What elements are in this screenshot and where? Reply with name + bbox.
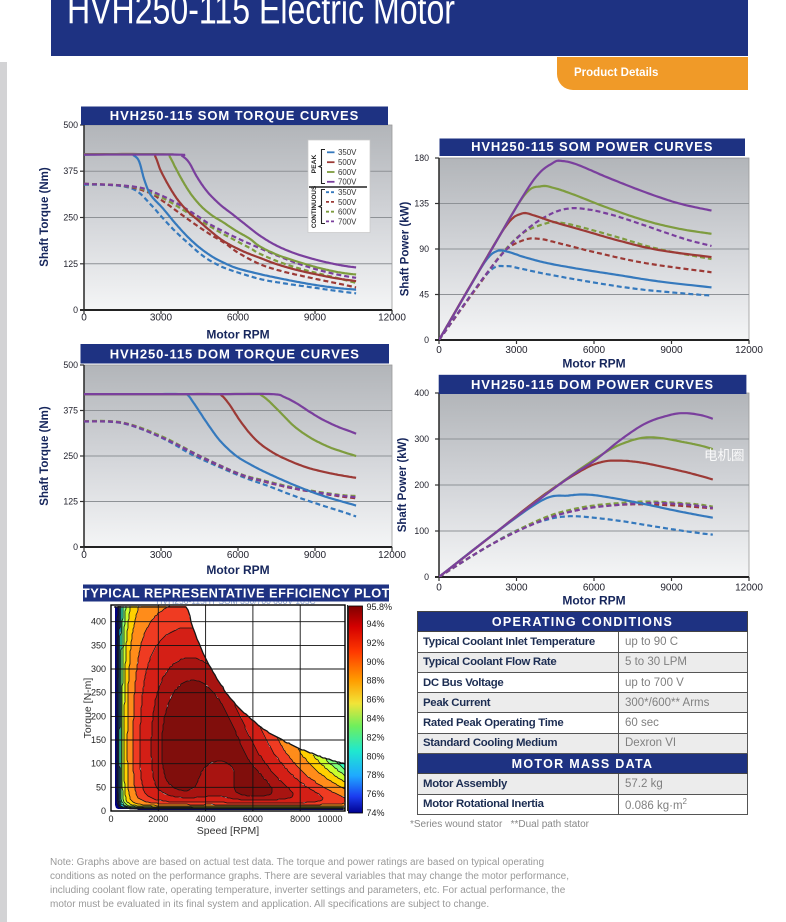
svg-text:HVH250-115 SOM TORQUE CURVES: HVH250-115 SOM TORQUE CURVES — [110, 108, 359, 123]
svg-text:12000: 12000 — [735, 345, 763, 356]
svg-text:3000: 3000 — [505, 345, 528, 356]
svg-text:500: 500 — [63, 120, 78, 130]
svg-text:4000: 4000 — [196, 814, 216, 824]
svg-text:Speed [RPM]: Speed [RPM] — [197, 825, 260, 837]
svg-text:90%: 90% — [367, 657, 385, 667]
svg-text:78%: 78% — [367, 770, 385, 780]
svg-text:90: 90 — [419, 244, 429, 254]
svg-text:HVH250-115 DOM TORQUE CURVES: HVH250-115 DOM TORQUE CURVES — [110, 347, 360, 362]
svg-text:TYPICAL REPRESENTATIVE EFFICIE: TYPICAL REPRESENTATIVE EFFICIENCY PLOT — [82, 586, 390, 601]
svg-text:0: 0 — [108, 814, 113, 824]
svg-text:50: 50 — [96, 782, 106, 792]
svg-text:6000: 6000 — [227, 550, 250, 561]
svg-text:PEAK: PEAK — [311, 154, 318, 173]
svg-text:6000: 6000 — [243, 814, 263, 824]
svg-text:500: 500 — [63, 360, 78, 370]
svg-text:Shaft Power (kW): Shaft Power (kW) — [400, 202, 412, 297]
svg-text:86%: 86% — [367, 695, 385, 705]
svg-text:9000: 9000 — [304, 313, 327, 324]
svg-text:6000: 6000 — [227, 313, 250, 324]
svg-text:250: 250 — [63, 213, 78, 223]
svg-text:6000: 6000 — [583, 583, 606, 594]
svg-text:9000: 9000 — [660, 583, 683, 594]
svg-text:Motor RPM: Motor RPM — [206, 563, 269, 577]
svg-text:9000: 9000 — [304, 550, 327, 561]
svg-text:Shaft Power (kW): Shaft Power (kW) — [397, 438, 409, 533]
svg-text:200: 200 — [414, 480, 429, 490]
svg-text:Torque [N-m]: Torque [N-m] — [82, 678, 94, 739]
svg-text:0: 0 — [424, 572, 429, 582]
svg-text:HVH250-115 Electric Motor: HVH250-115 Electric Motor — [67, 0, 455, 33]
svg-text:700V: 700V — [338, 178, 357, 187]
svg-text:600V: 600V — [338, 168, 357, 177]
svg-text:200: 200 — [91, 711, 106, 721]
svg-text:Motor RPM: Motor RPM — [562, 357, 625, 371]
svg-text:375: 375 — [63, 406, 78, 416]
svg-text:400: 400 — [414, 388, 429, 398]
svg-text:92%: 92% — [367, 638, 385, 648]
svg-text:3000: 3000 — [150, 313, 173, 324]
svg-text:74%: 74% — [367, 808, 385, 818]
svg-text:88%: 88% — [367, 676, 385, 686]
svg-text:250: 250 — [91, 688, 106, 698]
svg-text:350V: 350V — [338, 148, 357, 157]
svg-text:HVH250-115 DOM POWER CURVES: HVH250-115 DOM POWER CURVES — [471, 377, 714, 392]
svg-text:80%: 80% — [367, 751, 385, 761]
svg-text:电机圈: 电机圈 — [704, 448, 745, 463]
svg-text:95.8%: 95.8% — [367, 602, 393, 612]
svg-text:12000: 12000 — [735, 583, 763, 594]
svg-text:100: 100 — [91, 759, 106, 769]
svg-text:250: 250 — [63, 451, 78, 461]
svg-text:300: 300 — [91, 664, 106, 674]
svg-text:2000: 2000 — [148, 814, 168, 824]
svg-text:94%: 94% — [367, 619, 385, 629]
svg-text:8000: 8000 — [290, 814, 310, 824]
svg-text:CONTINUOUS: CONTINUOUS — [311, 186, 318, 228]
svg-text:0: 0 — [81, 313, 87, 324]
svg-text:135: 135 — [414, 199, 429, 209]
svg-text:9000: 9000 — [660, 345, 683, 356]
svg-text:125: 125 — [63, 259, 78, 269]
svg-text:500V: 500V — [338, 158, 357, 167]
svg-text:0: 0 — [424, 335, 429, 345]
svg-text:150: 150 — [91, 735, 106, 745]
svg-text:45: 45 — [419, 290, 429, 300]
svg-text:600V: 600V — [338, 208, 357, 217]
svg-text:350V: 350V — [338, 188, 357, 197]
svg-text:300: 300 — [414, 434, 429, 444]
svg-text:125: 125 — [63, 497, 78, 507]
svg-text:12000: 12000 — [378, 313, 406, 324]
svg-text:76%: 76% — [367, 789, 385, 799]
svg-text:Motor RPM: Motor RPM — [206, 328, 269, 342]
svg-text:0: 0 — [81, 550, 87, 561]
svg-text:500V: 500V — [338, 198, 357, 207]
svg-text:10000: 10000 — [317, 814, 342, 824]
svg-text:Shaft Torque (Nm): Shaft Torque (Nm) — [39, 406, 51, 506]
svg-text:6000: 6000 — [583, 345, 606, 356]
svg-text:84%: 84% — [367, 714, 385, 724]
svg-text:375: 375 — [63, 166, 78, 176]
svg-text:HVH250-115 SOM POWER CURVES: HVH250-115 SOM POWER CURVES — [471, 139, 713, 154]
svg-text:0: 0 — [73, 305, 78, 315]
svg-text:82%: 82% — [367, 732, 385, 742]
svg-text:0: 0 — [73, 542, 78, 552]
svg-text:350: 350 — [91, 640, 106, 650]
svg-text:Shaft Torque (Nm): Shaft Torque (Nm) — [39, 167, 51, 267]
svg-text:3000: 3000 — [505, 583, 528, 594]
svg-text:0: 0 — [101, 806, 106, 816]
svg-text:100: 100 — [414, 526, 429, 536]
svg-text:180: 180 — [414, 153, 429, 163]
svg-text:0: 0 — [436, 345, 442, 356]
svg-text:700V: 700V — [338, 217, 357, 226]
svg-text:3000: 3000 — [150, 550, 173, 561]
svg-text:Motor RPM: Motor RPM — [562, 594, 625, 608]
svg-text:12000: 12000 — [378, 550, 406, 561]
svg-text:0: 0 — [436, 583, 442, 594]
svg-text:400: 400 — [91, 617, 106, 627]
